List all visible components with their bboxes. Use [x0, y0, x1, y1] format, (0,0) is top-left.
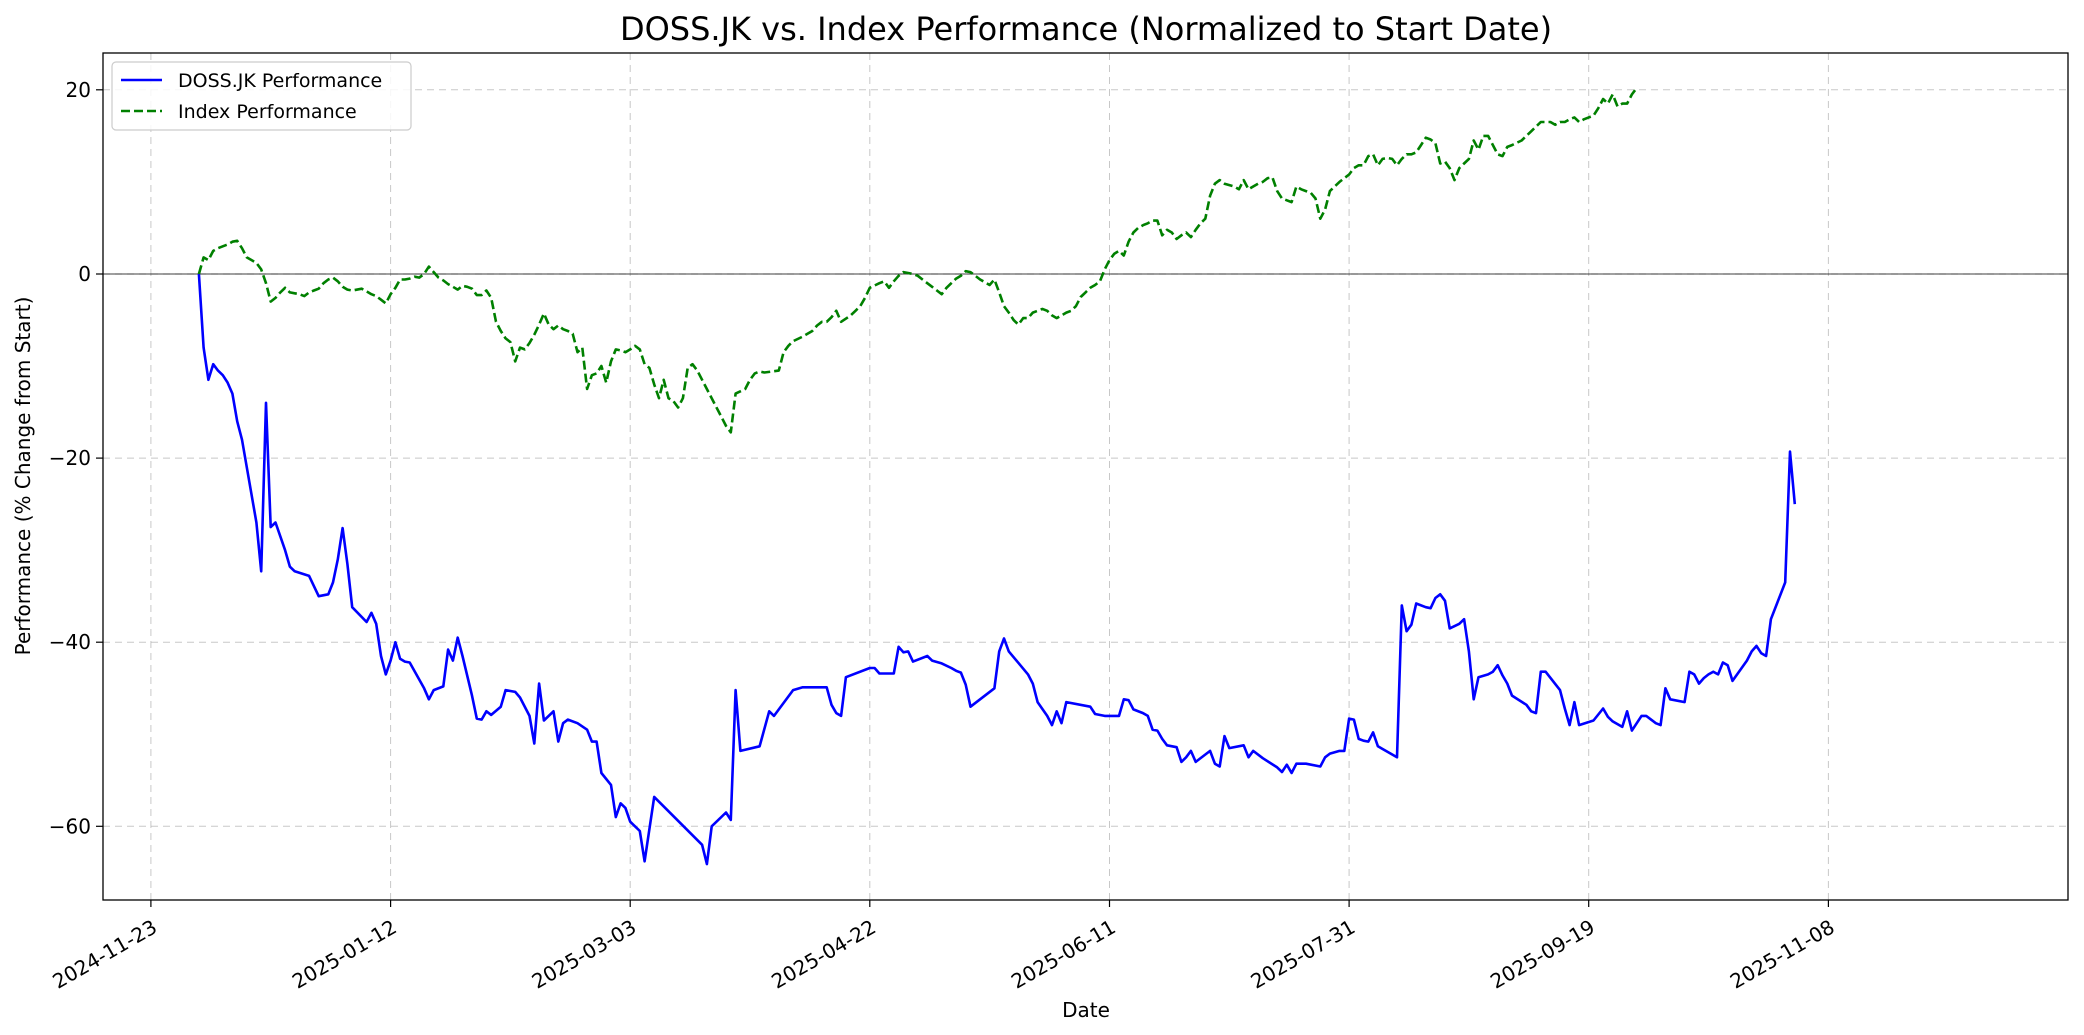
- y-axis-ticks: 20 0 −20 −40 −60: [49, 78, 103, 838]
- chart-title: DOSS.JK vs. Index Performance (Normalize…: [620, 10, 1552, 48]
- series-line-index: [197, 87, 1638, 434]
- y-tick-label: −20: [49, 446, 91, 470]
- y-tick-label: 0: [78, 262, 91, 286]
- series-line-doss: [197, 273, 1797, 866]
- x-axis-label: Date: [1062, 998, 1110, 1022]
- plot-frame: [102, 52, 2069, 901]
- legend-label-doss: DOSS.JK Performance: [178, 70, 382, 92]
- y-tick-label: −40: [49, 630, 91, 654]
- legend: DOSS.JK Performance Index Performance: [111, 61, 412, 131]
- legend-box: [111, 61, 412, 131]
- legend-label-index: Index Performance: [178, 101, 357, 123]
- y-tick-label: −60: [49, 814, 91, 838]
- series-layer: [197, 87, 1797, 866]
- y-axis-label: Performance (% Change from Start): [11, 297, 35, 656]
- y-tick-label: 20: [66, 78, 91, 102]
